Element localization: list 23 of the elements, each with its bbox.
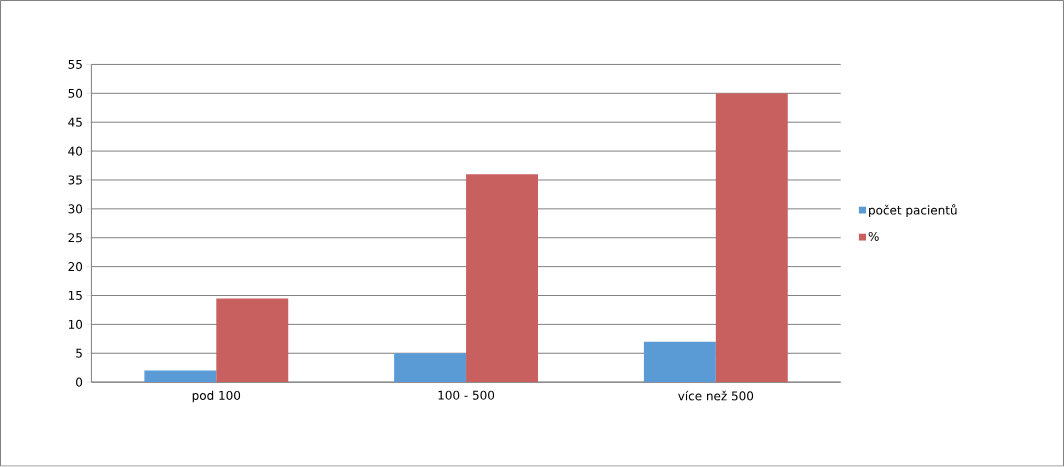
y-tick-label: 50 — [68, 89, 83, 99]
bar — [394, 353, 467, 383]
y-tick-label: 25 — [68, 233, 82, 243]
y-tick-label: 55 — [68, 60, 82, 70]
y-tick-label: 40 — [68, 146, 83, 156]
y-tick-label: 30 — [68, 204, 83, 214]
bar — [216, 298, 289, 383]
bar — [144, 370, 217, 383]
legend-label: počet pacientů — [869, 204, 957, 218]
y-tick-label: 5 — [76, 349, 82, 358]
bar — [643, 341, 716, 383]
y-tick-label: 15 — [68, 291, 82, 301]
bar — [715, 93, 788, 383]
bar — [466, 174, 538, 383]
y-tick-label: 20 — [68, 262, 83, 272]
y-tick-label: 0 — [76, 377, 83, 387]
y-tick-label: 35 — [68, 175, 82, 185]
y-tick-label: 45 — [68, 117, 82, 127]
x-tick-label: 100 - 500 — [438, 390, 495, 400]
legend-label: % — [868, 232, 879, 242]
x-tick-label: pod 100 — [192, 390, 241, 403]
x-tick-label: více než 500 — [678, 390, 754, 401]
y-tick-label: 10 — [68, 320, 83, 330]
